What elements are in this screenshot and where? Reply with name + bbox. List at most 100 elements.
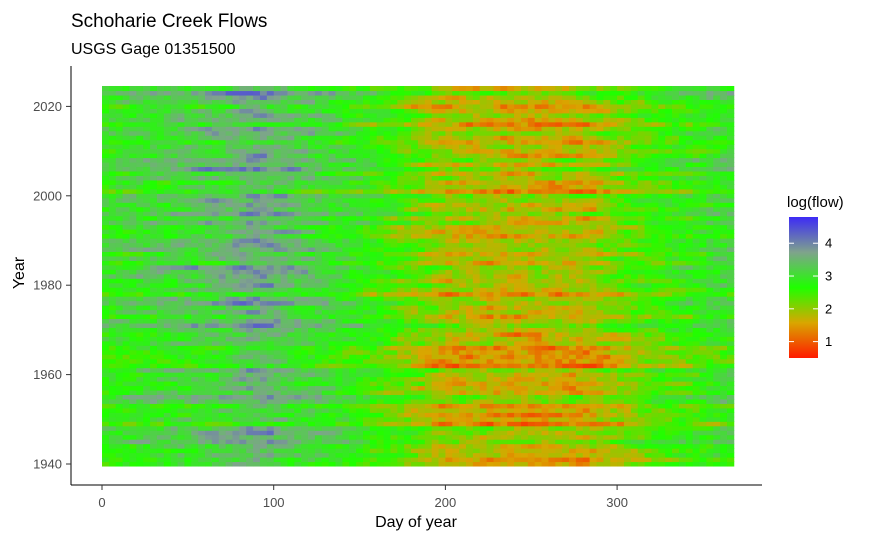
heatmap-cell (259, 331, 268, 337)
heatmap-cell (342, 287, 350, 293)
heatmap-cell (417, 331, 426, 337)
heatmap-cell (356, 412, 364, 418)
heatmap-cell (479, 237, 488, 244)
heatmap-cell (507, 367, 515, 373)
heatmap-cell (514, 287, 522, 293)
heatmap-cell (349, 282, 357, 288)
heatmap-cell (349, 336, 357, 342)
heatmap-cell (562, 376, 570, 382)
heatmap-cell (397, 233, 405, 239)
heatmap-cell (665, 246, 673, 252)
heatmap-cell (541, 412, 549, 418)
heatmap-cell (472, 246, 481, 252)
heatmap-cell (589, 439, 597, 445)
heatmap-cell (273, 434, 281, 440)
heatmap-cell (417, 242, 426, 248)
heatmap-cell (644, 421, 652, 427)
heatmap-cell (713, 237, 721, 244)
heatmap-cell (534, 439, 542, 445)
heatmap-cell (232, 300, 240, 306)
heatmap-cell (562, 336, 570, 342)
heatmap-cell (115, 407, 124, 413)
heatmap-cell (623, 300, 632, 306)
heatmap-cell (184, 300, 192, 306)
heatmap-cell (411, 331, 419, 337)
heatmap-cell (685, 381, 694, 387)
heatmap-cell (445, 345, 453, 351)
heatmap-cell (390, 278, 398, 284)
heatmap-cell (582, 260, 591, 266)
heatmap-cell (273, 269, 281, 275)
heatmap-cell (308, 282, 316, 288)
heatmap-cell (143, 313, 151, 320)
heatmap-cell (589, 242, 597, 248)
heatmap-cell (136, 425, 144, 431)
heatmap-cell (232, 336, 240, 342)
heatmap-cell (239, 358, 247, 364)
heatmap-cell (335, 251, 343, 257)
heatmap-cell (184, 229, 192, 235)
heatmap-cell (225, 448, 233, 454)
heatmap-cell (479, 309, 488, 315)
heatmap-cell (534, 242, 542, 248)
heatmap-cell (472, 255, 481, 261)
heatmap-cell (150, 452, 158, 458)
heatmap-cell (713, 421, 721, 427)
heatmap-cell (335, 309, 343, 315)
heatmap-cell (665, 407, 673, 413)
heatmap-cell (541, 224, 549, 230)
heatmap-cell (335, 434, 343, 440)
heatmap-cell (349, 224, 357, 230)
heatmap-cell (527, 367, 536, 373)
heatmap-cell (239, 398, 247, 404)
heatmap-cell (376, 421, 384, 427)
heatmap-cell (397, 313, 405, 320)
heatmap-cell (259, 394, 268, 400)
heatmap-cell (115, 363, 124, 369)
heatmap-cell (726, 224, 735, 230)
heatmap-cell (424, 260, 433, 266)
heatmap-cell (177, 452, 185, 458)
heatmap-cell (287, 233, 295, 239)
heatmap-cell (713, 403, 721, 409)
heatmap-cell (514, 305, 522, 311)
heatmap-cell (383, 300, 391, 306)
heatmap-cell (218, 385, 227, 391)
heatmap-cell (411, 452, 419, 458)
heatmap-cell (108, 229, 117, 235)
heatmap-cell (266, 322, 275, 328)
heatmap-cell (177, 237, 185, 244)
heatmap-cell (177, 412, 185, 418)
heatmap-cell (713, 425, 721, 431)
heatmap-cell (163, 331, 172, 337)
heatmap-cell (617, 367, 625, 373)
heatmap-cell (623, 461, 632, 467)
heatmap-cell (459, 264, 467, 270)
heatmap-cell (136, 443, 144, 449)
heatmap-cell (699, 452, 707, 458)
heatmap-cell (253, 354, 261, 360)
heatmap-cell (184, 461, 192, 467)
heatmap-cell (720, 233, 728, 239)
heatmap-cell (273, 291, 281, 297)
heatmap-cell (314, 246, 323, 252)
heatmap-cell (569, 269, 577, 275)
heatmap-cell (294, 237, 302, 244)
heatmap-cell (459, 430, 467, 436)
heatmap-cell (472, 237, 481, 244)
heatmap-cell (362, 224, 371, 230)
heatmap-cell (575, 300, 584, 306)
heatmap-cell (692, 349, 700, 355)
heatmap-cell (507, 376, 515, 382)
heatmap-cell (726, 381, 735, 387)
heatmap-cell (637, 309, 645, 315)
heatmap-cell (665, 327, 673, 333)
heatmap-cell (349, 416, 357, 422)
heatmap-cell (548, 452, 556, 458)
heatmap-cell (150, 278, 158, 284)
heatmap-cell (218, 349, 227, 355)
heatmap-cell (184, 403, 192, 409)
heatmap-cell (630, 296, 639, 302)
heatmap-cell (514, 452, 522, 458)
heatmap-cell (720, 389, 728, 396)
